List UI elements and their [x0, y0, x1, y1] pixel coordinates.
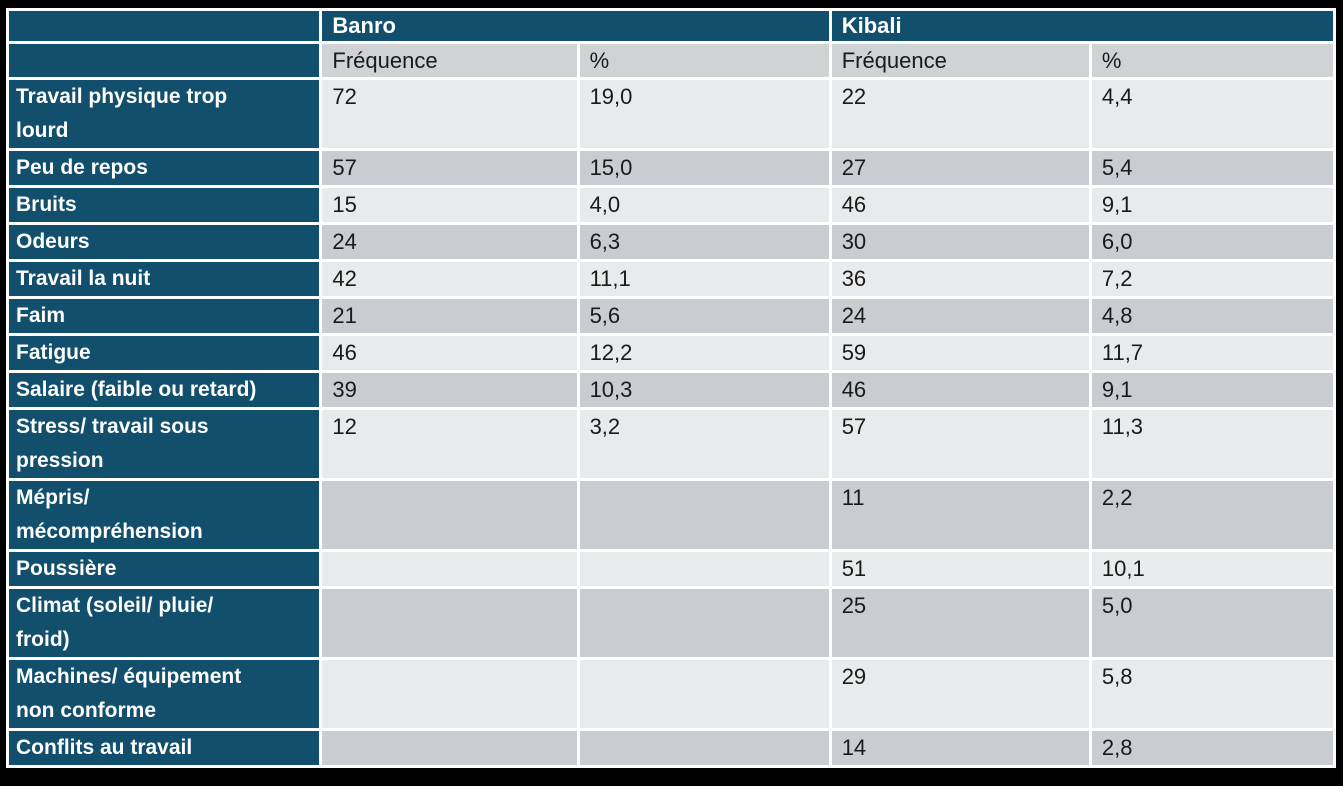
corner-cell: [9, 44, 320, 77]
cell-value: 12: [322, 410, 577, 478]
table-row: Odeurs 24 6,3 30 6,0: [9, 225, 1333, 259]
cell-value: 22: [831, 80, 1089, 148]
cell-value: 4,8: [1091, 299, 1333, 333]
cell-value: 15,0: [579, 151, 829, 185]
cell-value: 39: [322, 373, 577, 407]
cell-value: 2,2: [1091, 481, 1333, 549]
row-label: Bruits: [9, 188, 320, 222]
row-label: Travail la nuit: [9, 262, 320, 296]
cell-value: [579, 589, 829, 657]
table-row: Fatigue 46 12,2 59 11,7: [9, 336, 1333, 370]
table-row: Peu de repos 57 15,0 27 5,4: [9, 151, 1333, 185]
cell-value: 21: [322, 299, 577, 333]
column-group-kibali: Kibali: [831, 11, 1333, 41]
cell-value: 57: [322, 151, 577, 185]
cell-value: 6,0: [1091, 225, 1333, 259]
cell-value: 27: [831, 151, 1089, 185]
cell-value: [322, 589, 577, 657]
table-row: Conflits au travail 14 2,8: [9, 731, 1333, 765]
cell-value: 3,2: [579, 410, 829, 478]
slide-background: Banro Kibali Fréquence % Fréquence % Tra…: [6, 8, 1336, 768]
column-header-banro-percent: %: [579, 44, 829, 77]
cell-value: 4,0: [579, 188, 829, 222]
row-label: Peu de repos: [9, 151, 320, 185]
row-label: Stress/ travail sous pression: [9, 410, 320, 478]
cell-value: 25: [831, 589, 1089, 657]
cell-value: 9,1: [1091, 373, 1333, 407]
cell-value: 10,3: [579, 373, 829, 407]
row-label: Travail physique trop lourd: [9, 80, 320, 148]
column-header-kibali-percent: %: [1091, 44, 1333, 77]
cell-value: 42: [322, 262, 577, 296]
cell-value: 5,4: [1091, 151, 1333, 185]
cell-value: 11,3: [1091, 410, 1333, 478]
table-row: Faim 21 5,6 24 4,8: [9, 299, 1333, 333]
cell-value: 36: [831, 262, 1089, 296]
cell-value: 4,4: [1091, 80, 1333, 148]
cell-value: 51: [831, 552, 1089, 586]
cell-value: 30: [831, 225, 1089, 259]
cell-value: [579, 552, 829, 586]
frequency-table: Banro Kibali Fréquence % Fréquence % Tra…: [6, 8, 1336, 768]
table-row: Poussière 51 10,1: [9, 552, 1333, 586]
cell-value: [322, 660, 577, 728]
corner-cell: [9, 11, 320, 41]
cell-value: [579, 660, 829, 728]
table-row: Mépris/ mécompréhension 11 2,2: [9, 481, 1333, 549]
column-group-banro: Banro: [322, 11, 829, 41]
row-label: Conflits au travail: [9, 731, 320, 765]
column-header-kibali-frequence: Fréquence: [831, 44, 1089, 77]
group-header-row: Banro Kibali: [9, 11, 1333, 41]
cell-value: 10,1: [1091, 552, 1333, 586]
cell-value: 59: [831, 336, 1089, 370]
row-label: Climat (soleil/ pluie/ froid): [9, 589, 320, 657]
cell-value: 11: [831, 481, 1089, 549]
table-row: Climat (soleil/ pluie/ froid) 25 5,0: [9, 589, 1333, 657]
cell-value: 14: [831, 731, 1089, 765]
row-label: Fatigue: [9, 336, 320, 370]
cell-value: 15: [322, 188, 577, 222]
column-header-banro-frequence: Fréquence: [322, 44, 577, 77]
table-row: Salaire (faible ou retard) 39 10,3 46 9,…: [9, 373, 1333, 407]
row-label: Mépris/ mécompréhension: [9, 481, 320, 549]
cell-value: [579, 481, 829, 549]
cell-value: [579, 731, 829, 765]
cell-value: 6,3: [579, 225, 829, 259]
cell-value: 19,0: [579, 80, 829, 148]
row-label: Faim: [9, 299, 320, 333]
cell-value: 11,7: [1091, 336, 1333, 370]
row-label: Odeurs: [9, 225, 320, 259]
cell-value: [322, 731, 577, 765]
row-label: Machines/ équipement non conforme: [9, 660, 320, 728]
cell-value: 29: [831, 660, 1089, 728]
subheader-row: Fréquence % Fréquence %: [9, 44, 1333, 77]
cell-value: 46: [831, 188, 1089, 222]
table-row: Stress/ travail sous pression 12 3,2 57 …: [9, 410, 1333, 478]
cell-value: 7,2: [1091, 262, 1333, 296]
cell-value: 5,6: [579, 299, 829, 333]
row-label: Poussière: [9, 552, 320, 586]
cell-value: 24: [831, 299, 1089, 333]
cell-value: 57: [831, 410, 1089, 478]
row-label: Salaire (faible ou retard): [9, 373, 320, 407]
cell-value: 9,1: [1091, 188, 1333, 222]
cell-value: 46: [322, 336, 577, 370]
cell-value: 72: [322, 80, 577, 148]
cell-value: [322, 481, 577, 549]
table-row: Travail physique trop lourd 72 19,0 22 4…: [9, 80, 1333, 148]
cell-value: 12,2: [579, 336, 829, 370]
cell-value: 5,8: [1091, 660, 1333, 728]
table-row: Machines/ équipement non conforme 29 5,8: [9, 660, 1333, 728]
table-row: Travail la nuit 42 11,1 36 7,2: [9, 262, 1333, 296]
cell-value: 24: [322, 225, 577, 259]
cell-value: [322, 552, 577, 586]
cell-value: 11,1: [579, 262, 829, 296]
table-row: Bruits 15 4,0 46 9,1: [9, 188, 1333, 222]
cell-value: 2,8: [1091, 731, 1333, 765]
cell-value: 5,0: [1091, 589, 1333, 657]
cell-value: 46: [831, 373, 1089, 407]
